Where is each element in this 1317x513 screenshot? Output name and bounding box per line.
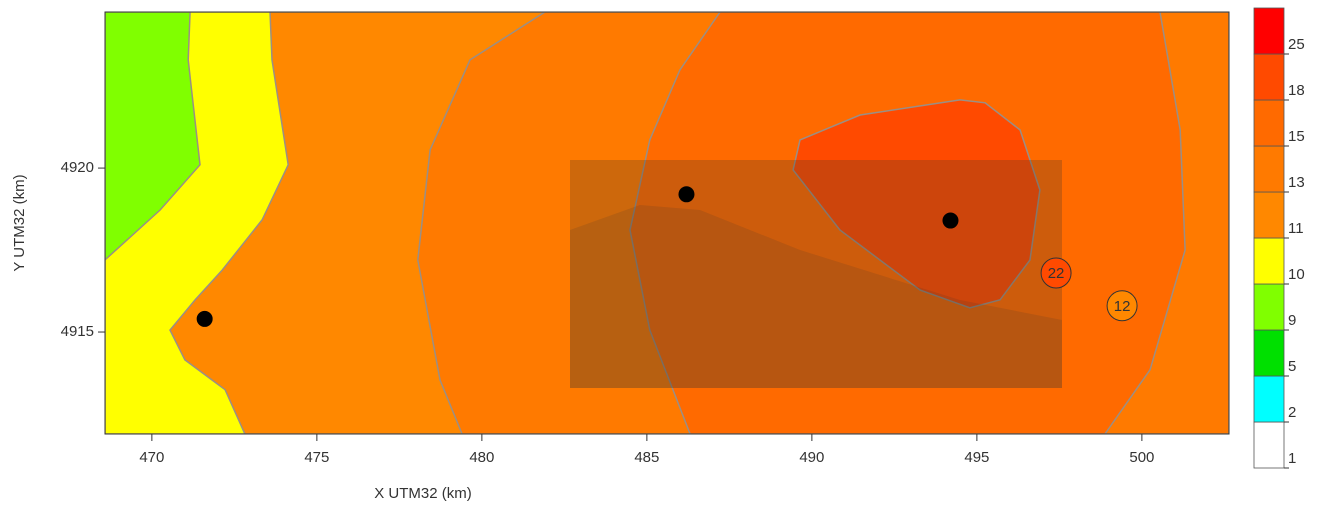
colorbar-label: 25 — [1288, 36, 1305, 53]
receptor-label: 22 — [1048, 265, 1065, 282]
source-point — [678, 186, 694, 202]
source-point — [197, 311, 213, 327]
satellite-overlay — [570, 160, 1062, 388]
colorbar-label: 18 — [1288, 82, 1305, 99]
y-tick-label: 4915 — [61, 323, 94, 340]
colorbar-band — [1254, 238, 1284, 284]
colorbar-band — [1254, 8, 1284, 54]
x-tick-label: 470 — [139, 449, 164, 466]
receptor-label: 12 — [1114, 298, 1131, 315]
x-tick-label: 500 — [1129, 449, 1154, 466]
colorbar-band — [1254, 376, 1284, 422]
x-tick-label: 485 — [634, 449, 659, 466]
colorbar-band — [1254, 100, 1284, 146]
colorbar-label: 5 — [1288, 358, 1296, 375]
x-tick-label: 480 — [469, 449, 494, 466]
source-point — [942, 213, 958, 229]
page: {"chart_data": { "type": "contour", "x_l… — [0, 0, 1317, 513]
x-tick-label: 490 — [799, 449, 824, 466]
x-axis-label: X UTM32 (km) — [374, 485, 472, 502]
colorbar-band — [1254, 192, 1284, 238]
colorbar-label: 9 — [1288, 312, 1296, 329]
colorbar-band — [1254, 146, 1284, 192]
colorbar-label: 13 — [1288, 174, 1305, 191]
colorbar-band — [1254, 54, 1284, 100]
colorbar-label: 1 — [1288, 450, 1296, 467]
colorbar-band — [1254, 330, 1284, 376]
x-tick-label: 495 — [964, 449, 989, 466]
x-tick-label: 475 — [304, 449, 329, 466]
y-tick-label: 4920 — [61, 159, 94, 176]
chart: 2212 X UTM32 (km) Y UTM32 (km) 125910111… — [0, 0, 1317, 508]
colorbar-label: 15 — [1288, 128, 1305, 145]
colorbar-label: 11 — [1288, 220, 1304, 237]
colorbar-label: 2 — [1288, 404, 1296, 421]
colorbar-band — [1254, 284, 1284, 330]
colorbar-label: 10 — [1288, 266, 1305, 283]
y-axis-label: Y UTM32 (km) — [11, 174, 28, 271]
colorbar-band — [1254, 422, 1284, 468]
